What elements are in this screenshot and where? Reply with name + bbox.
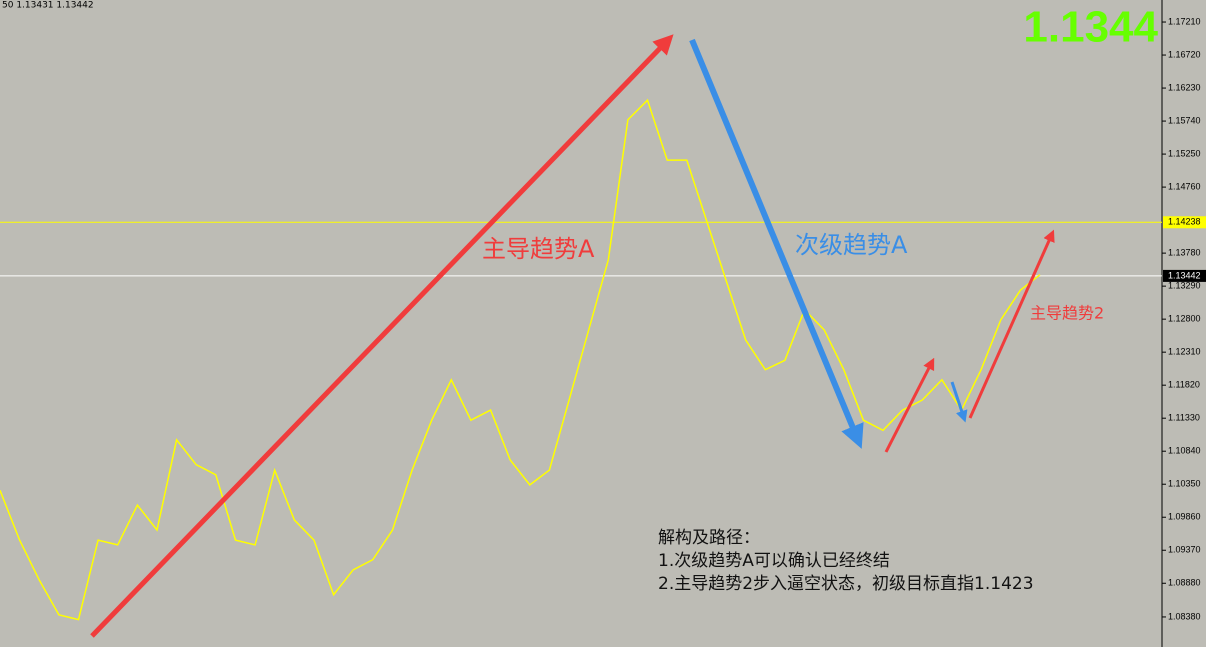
note: 解构及路径： xyxy=(658,528,760,548)
trend-arrow xyxy=(90,34,674,638)
price-display: 1.1344 xyxy=(1023,3,1158,52)
y-tick-label: 1.11330 xyxy=(1168,413,1200,423)
price-line-series xyxy=(0,98,1041,621)
price-label-box xyxy=(1163,216,1206,229)
y-tick-label: 1.17210 xyxy=(1168,16,1201,26)
annotation: 主导趋势2 xyxy=(1030,304,1104,323)
y-tick-label: 1.14760 xyxy=(1168,181,1201,191)
y-tick-label: 1.10350 xyxy=(1168,479,1201,489)
annotation: 主导趋势A xyxy=(482,235,595,263)
y-tick-label: 1.10840 xyxy=(1168,446,1201,456)
annotation: 次级趋势A xyxy=(795,231,908,259)
price-label: 1.13442 xyxy=(1168,270,1201,280)
y-tick-label: 1.15740 xyxy=(1168,115,1201,125)
trend-arrow xyxy=(950,381,968,423)
y-tick-label: 1.12310 xyxy=(1168,347,1201,357)
trend-arrow xyxy=(884,357,935,453)
y-tick-label: 1.12800 xyxy=(1168,314,1201,324)
y-tick-label: 1.16230 xyxy=(1168,82,1201,92)
y-tick-label: 1.08380 xyxy=(1168,611,1201,621)
y-tick-label: 1.13290 xyxy=(1168,281,1201,291)
y-tick-label: 1.09860 xyxy=(1168,512,1201,522)
trend-arrow xyxy=(968,229,1055,419)
note: 2.主导趋势2步入逼空状态，初级目标直指1.1423 xyxy=(658,574,1034,594)
note: 1.次级趋势A可以确认已经终结 xyxy=(658,551,890,571)
y-tick-label: 1.11820 xyxy=(1168,380,1200,390)
price-label-box xyxy=(1163,269,1206,282)
y-tick-label: 1.13780 xyxy=(1168,248,1201,258)
y-tick-label: 1.09370 xyxy=(1168,545,1201,555)
price-label: 1.14238 xyxy=(1168,217,1201,227)
y-tick-label: 1.16720 xyxy=(1168,49,1201,59)
y-tick-label: 1.15250 xyxy=(1168,148,1201,158)
trend-arrow xyxy=(689,38,864,449)
y-tick-label: 1.08880 xyxy=(1168,578,1201,588)
plot xyxy=(0,98,1162,621)
header-text: 50 1.13431 1.13442 xyxy=(2,1,94,11)
